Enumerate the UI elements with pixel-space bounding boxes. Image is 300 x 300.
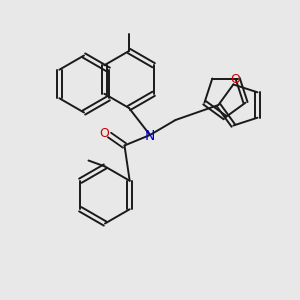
Text: O: O xyxy=(99,127,109,140)
Text: O: O xyxy=(230,74,240,86)
Text: N: N xyxy=(145,130,155,143)
